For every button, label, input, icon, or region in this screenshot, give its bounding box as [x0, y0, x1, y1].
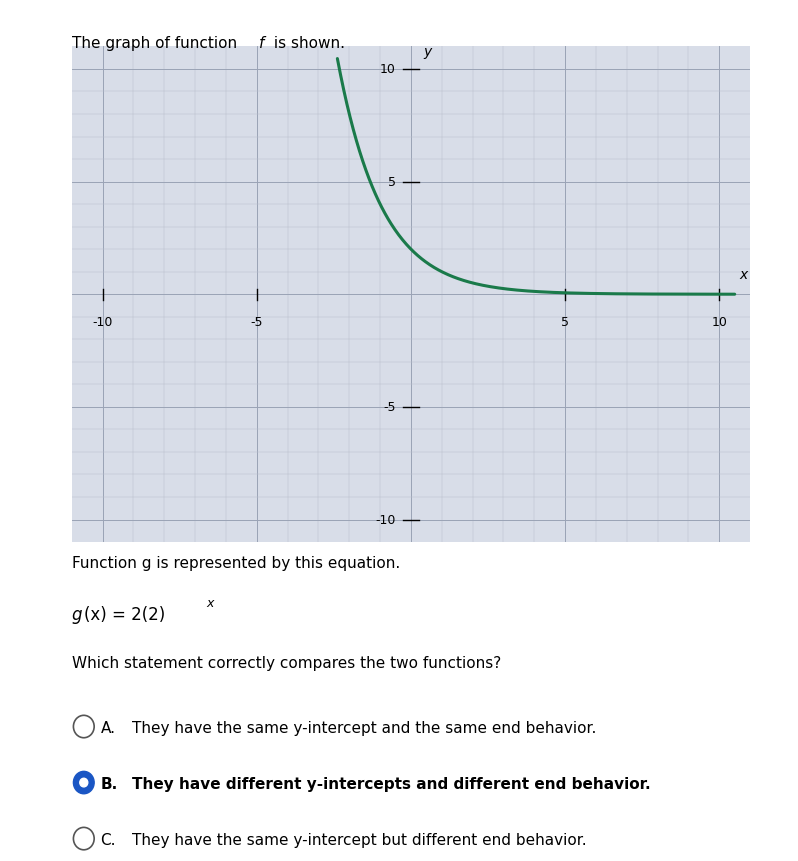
- Text: They have different y-intercepts and different end behavior.: They have different y-intercepts and dif…: [132, 776, 650, 790]
- Text: x: x: [206, 596, 213, 609]
- Text: x: x: [740, 268, 748, 282]
- Text: C.: C.: [101, 832, 116, 846]
- Text: Which statement correctly compares the two functions?: Which statement correctly compares the t…: [72, 655, 501, 670]
- Text: 5: 5: [388, 176, 396, 189]
- Text: -10: -10: [93, 315, 113, 328]
- Text: -5: -5: [251, 315, 263, 328]
- Text: 10: 10: [380, 64, 396, 77]
- Text: (x) = 2(2): (x) = 2(2): [84, 605, 165, 623]
- Text: 10: 10: [711, 315, 727, 328]
- Text: They have the same y-intercept and the same end behavior.: They have the same y-intercept and the s…: [132, 720, 596, 734]
- Text: g: g: [72, 605, 82, 623]
- Text: They have the same y-intercept but different end behavior.: They have the same y-intercept but diffe…: [132, 832, 587, 846]
- Text: Function g is represented by this equation.: Function g is represented by this equati…: [72, 555, 400, 570]
- Text: The graph of function: The graph of function: [72, 36, 242, 51]
- Text: A.: A.: [101, 720, 116, 734]
- Text: 5: 5: [561, 315, 569, 328]
- Text: y: y: [423, 45, 432, 59]
- Text: -5: -5: [383, 401, 396, 414]
- Text: -10: -10: [375, 513, 396, 526]
- Text: is shown.: is shown.: [269, 36, 345, 51]
- Text: f: f: [259, 36, 265, 51]
- Text: B.: B.: [101, 776, 118, 790]
